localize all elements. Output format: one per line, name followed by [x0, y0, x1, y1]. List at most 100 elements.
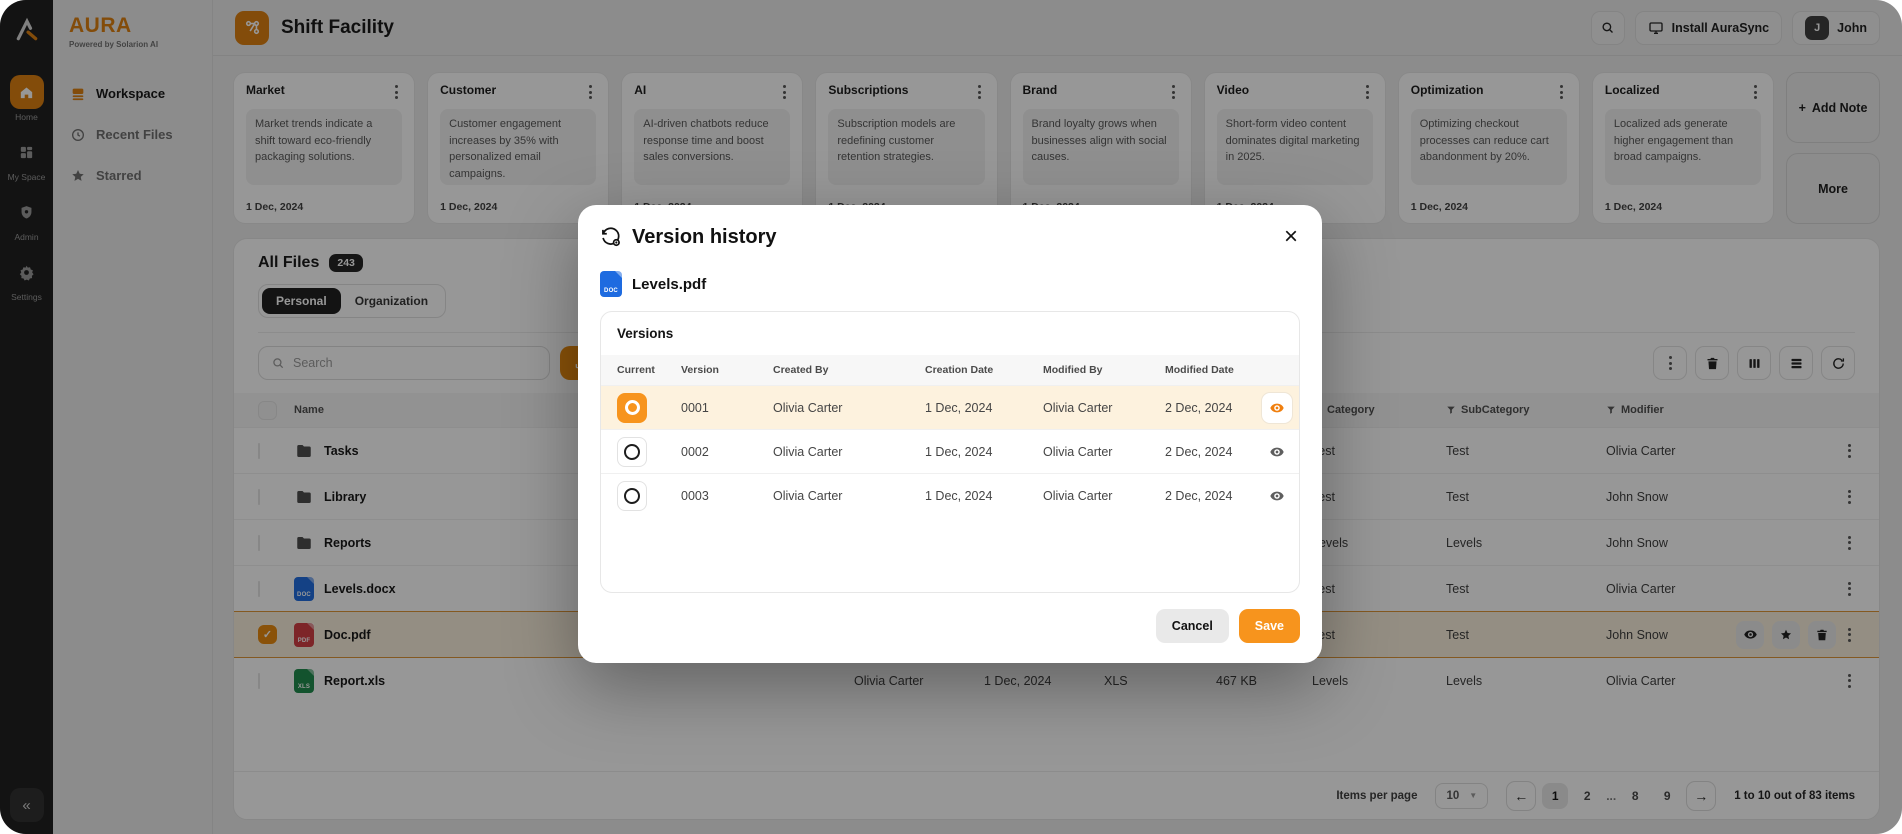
col-name[interactable]: Name: [294, 404, 324, 416]
version-number: 0003: [681, 488, 709, 503]
my-space-button[interactable]: [9, 135, 43, 169]
card-body: Customer engagement increases by 35% wit…: [440, 109, 597, 185]
delete-button[interactable]: [1695, 346, 1729, 380]
page-size-select[interactable]: 10 ▼: [1435, 782, 1489, 809]
row-checkbox[interactable]: [258, 488, 260, 505]
page-8-button[interactable]: 8: [1631, 788, 1639, 803]
chevron-down-icon: ▼: [1469, 791, 1478, 800]
version-radio[interactable]: [617, 436, 647, 467]
settings-button[interactable]: [10, 255, 44, 289]
version-radio[interactable]: [617, 480, 647, 511]
next-page-button[interactable]: →: [1686, 780, 1717, 811]
row-menu-icon[interactable]: [1844, 534, 1855, 552]
page-2-button[interactable]: 2: [1583, 788, 1591, 803]
save-button[interactable]: Save: [1238, 609, 1300, 643]
user-menu-button[interactable]: J John: [1792, 10, 1880, 45]
row-menu-icon[interactable]: [1844, 488, 1855, 506]
refresh-button[interactable]: [1821, 346, 1855, 380]
row-menu-icon[interactable]: [1844, 580, 1855, 598]
close-icon[interactable]: ×: [1283, 223, 1298, 250]
home-button[interactable]: [9, 75, 44, 109]
view-version-button[interactable]: [1261, 391, 1293, 424]
star-icon: [1779, 628, 1793, 642]
delete-version-button[interactable]: [1299, 392, 1300, 424]
card-menu-icon[interactable]: [1362, 83, 1373, 101]
view-version-button[interactable]: [1261, 436, 1293, 468]
version-radio-selected[interactable]: [617, 392, 647, 423]
install-aurasync-button[interactable]: Install AuraSync: [1634, 10, 1783, 45]
collapse-sidebar-button[interactable]: «: [9, 788, 44, 822]
cards-side-actions: + Add Note More: [1786, 72, 1880, 224]
version-row[interactable]: 0003 Olivia Carter 1 Dec, 2024 Olivia Ca…: [601, 473, 1299, 517]
add-note-button[interactable]: + Add Note: [1786, 72, 1880, 143]
card-title: Customer: [440, 83, 497, 97]
select-all-checkbox[interactable]: [258, 400, 277, 420]
row-menu-icon[interactable]: [1844, 442, 1855, 460]
row-menu-icon[interactable]: [1844, 626, 1855, 644]
row-checkbox[interactable]: [258, 672, 260, 689]
rail-item-admin: Admin: [10, 195, 44, 242]
delete-row-button[interactable]: [1808, 620, 1836, 649]
delete-version-button[interactable]: [1299, 436, 1300, 468]
card-localized: Localized Localized ads generate higher …: [1591, 72, 1774, 224]
card-body: Subscription models are redefining custo…: [828, 109, 985, 185]
version-modified-date: 2 Dec, 2024: [1165, 488, 1233, 503]
view-version-button[interactable]: [1261, 480, 1293, 512]
card-title: Market: [246, 83, 285, 97]
icon-rail: Home My Space Admin Settings «: [0, 0, 53, 834]
row-checkbox[interactable]: [258, 534, 260, 551]
tab-personal[interactable]: Personal: [262, 288, 341, 314]
prev-page-button[interactable]: ←: [1506, 780, 1537, 811]
version-row[interactable]: 0002 Olivia Carter 1 Dec, 2024 Olivia Ca…: [601, 429, 1299, 473]
sidebar-item-workspace[interactable]: Workspace: [69, 85, 196, 102]
card-body: Brand loyalty grows when businesses alig…: [1022, 109, 1179, 185]
list-view-button[interactable]: [1779, 346, 1813, 380]
table-footer: Items per page 10 ▼ ← 1 2 ... 8 9 → 1: [234, 771, 1879, 819]
delete-version-button[interactable]: [1299, 480, 1300, 512]
card-menu-icon[interactable]: [1750, 83, 1761, 101]
shield-icon: [18, 204, 35, 221]
cell-category: Levels: [1312, 673, 1349, 688]
more-button[interactable]: More: [1786, 153, 1880, 224]
card-menu-icon[interactable]: [779, 83, 790, 101]
sidebar-item-starred[interactable]: Starred: [69, 167, 196, 184]
tab-organization[interactable]: Organization: [354, 294, 429, 308]
folder-icon: [294, 442, 314, 460]
row-checkbox[interactable]: [258, 580, 260, 597]
sidebar-item-label: Workspace: [96, 86, 166, 101]
preview-button[interactable]: [1736, 620, 1764, 649]
admin-button[interactable]: [10, 195, 44, 229]
row-checkbox-checked[interactable]: ✓: [258, 625, 277, 644]
file-name: Library: [324, 489, 367, 504]
version-row-current[interactable]: 0001 Olivia Carter 1 Dec, 2024 Olivia Ca…: [601, 385, 1299, 429]
card-menu-icon[interactable]: [974, 83, 985, 101]
page-title: Shift Facility: [281, 16, 394, 38]
more-options-button[interactable]: [1653, 346, 1687, 380]
vcol-modified-by: Modified By: [1043, 364, 1103, 376]
col-subcategory[interactable]: SubCategory: [1446, 404, 1606, 416]
cell-subcategory: Test: [1446, 581, 1469, 596]
card-menu-icon[interactable]: [1556, 83, 1567, 101]
eye-icon: [1269, 400, 1285, 416]
arrow-right-icon: →: [1694, 787, 1709, 804]
page-1-button[interactable]: 1: [1542, 782, 1569, 809]
search-button[interactable]: [1590, 10, 1625, 45]
columns-view-button[interactable]: [1737, 346, 1771, 380]
row-menu-icon[interactable]: [1844, 672, 1855, 690]
card-body: Short-form video content dominates digit…: [1216, 109, 1373, 185]
card-menu-icon[interactable]: [585, 83, 596, 101]
row-checkbox[interactable]: [258, 442, 260, 459]
card-menu-icon[interactable]: [391, 83, 402, 101]
card-menu-icon[interactable]: [1168, 83, 1179, 101]
card-title: Video: [1216, 83, 1250, 97]
star-button[interactable]: [1772, 620, 1800, 649]
sidebar-item-recent-files[interactable]: Recent Files: [69, 126, 196, 143]
card-title: AI: [634, 83, 647, 97]
page-9-button[interactable]: 9: [1663, 788, 1671, 803]
cancel-button[interactable]: Cancel: [1155, 609, 1229, 643]
card-date: 1 Dec, 2024: [246, 201, 304, 213]
col-modifier[interactable]: Modifier: [1606, 404, 1725, 416]
collapse-icon: «: [22, 796, 31, 814]
search-input[interactable]: [293, 356, 537, 370]
